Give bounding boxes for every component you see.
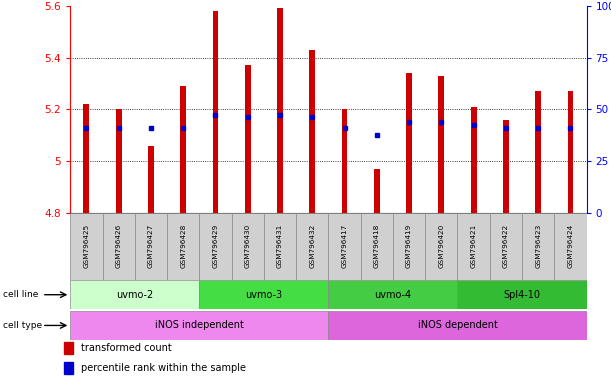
- Bar: [342, 109, 348, 213]
- Text: iNOS dependent: iNOS dependent: [417, 320, 497, 331]
- Bar: [148, 146, 154, 213]
- Bar: [70, 280, 199, 309]
- Bar: [458, 213, 490, 280]
- Text: GSM796419: GSM796419: [406, 223, 412, 268]
- Bar: [199, 280, 329, 309]
- Bar: [568, 91, 573, 213]
- Bar: [103, 213, 135, 280]
- Text: GSM796417: GSM796417: [342, 223, 348, 268]
- Bar: [503, 120, 509, 213]
- Bar: [439, 76, 444, 213]
- Bar: [70, 213, 103, 280]
- Text: GSM796429: GSM796429: [213, 223, 219, 268]
- Text: GSM796432: GSM796432: [309, 223, 315, 268]
- Bar: [296, 213, 329, 280]
- Bar: [458, 280, 587, 309]
- Text: GSM796425: GSM796425: [83, 223, 89, 268]
- Text: GSM796424: GSM796424: [568, 223, 574, 268]
- Bar: [213, 11, 218, 213]
- Bar: [329, 280, 458, 309]
- Bar: [329, 213, 360, 280]
- Text: GSM796418: GSM796418: [374, 223, 380, 268]
- Bar: [245, 65, 251, 213]
- Text: uvmo-3: uvmo-3: [245, 290, 282, 300]
- Text: GSM796428: GSM796428: [180, 223, 186, 268]
- Bar: [535, 91, 541, 213]
- Bar: [522, 213, 554, 280]
- Bar: [167, 213, 199, 280]
- Bar: [264, 213, 296, 280]
- Text: cell line: cell line: [3, 290, 38, 299]
- Text: GSM796430: GSM796430: [245, 223, 251, 268]
- Text: GSM796422: GSM796422: [503, 223, 509, 268]
- Text: uvmo-2: uvmo-2: [116, 290, 153, 300]
- Bar: [115, 109, 122, 213]
- Text: GSM796420: GSM796420: [438, 223, 444, 268]
- Bar: [554, 213, 587, 280]
- Text: uvmo-4: uvmo-4: [375, 290, 412, 300]
- Text: cell type: cell type: [3, 321, 42, 330]
- Text: GSM796423: GSM796423: [535, 223, 541, 268]
- Bar: [425, 213, 458, 280]
- Text: percentile rank within the sample: percentile rank within the sample: [81, 363, 246, 373]
- Bar: [393, 213, 425, 280]
- Bar: [180, 86, 186, 213]
- Bar: [470, 107, 477, 213]
- Text: Spl4-10: Spl4-10: [503, 290, 541, 300]
- Bar: [374, 169, 379, 213]
- Bar: [64, 342, 73, 354]
- Text: GSM796431: GSM796431: [277, 223, 283, 268]
- Text: transformed count: transformed count: [81, 343, 172, 353]
- Bar: [490, 213, 522, 280]
- Bar: [232, 213, 264, 280]
- Bar: [70, 311, 329, 340]
- Bar: [199, 213, 232, 280]
- Bar: [309, 50, 315, 213]
- Bar: [329, 311, 587, 340]
- Text: GSM796426: GSM796426: [115, 223, 122, 268]
- Text: iNOS independent: iNOS independent: [155, 320, 244, 331]
- Bar: [406, 73, 412, 213]
- Bar: [277, 8, 283, 213]
- Bar: [360, 213, 393, 280]
- Bar: [84, 104, 89, 213]
- Text: GSM796427: GSM796427: [148, 223, 154, 268]
- Bar: [64, 362, 73, 374]
- Bar: [135, 213, 167, 280]
- Text: GSM796421: GSM796421: [470, 223, 477, 268]
